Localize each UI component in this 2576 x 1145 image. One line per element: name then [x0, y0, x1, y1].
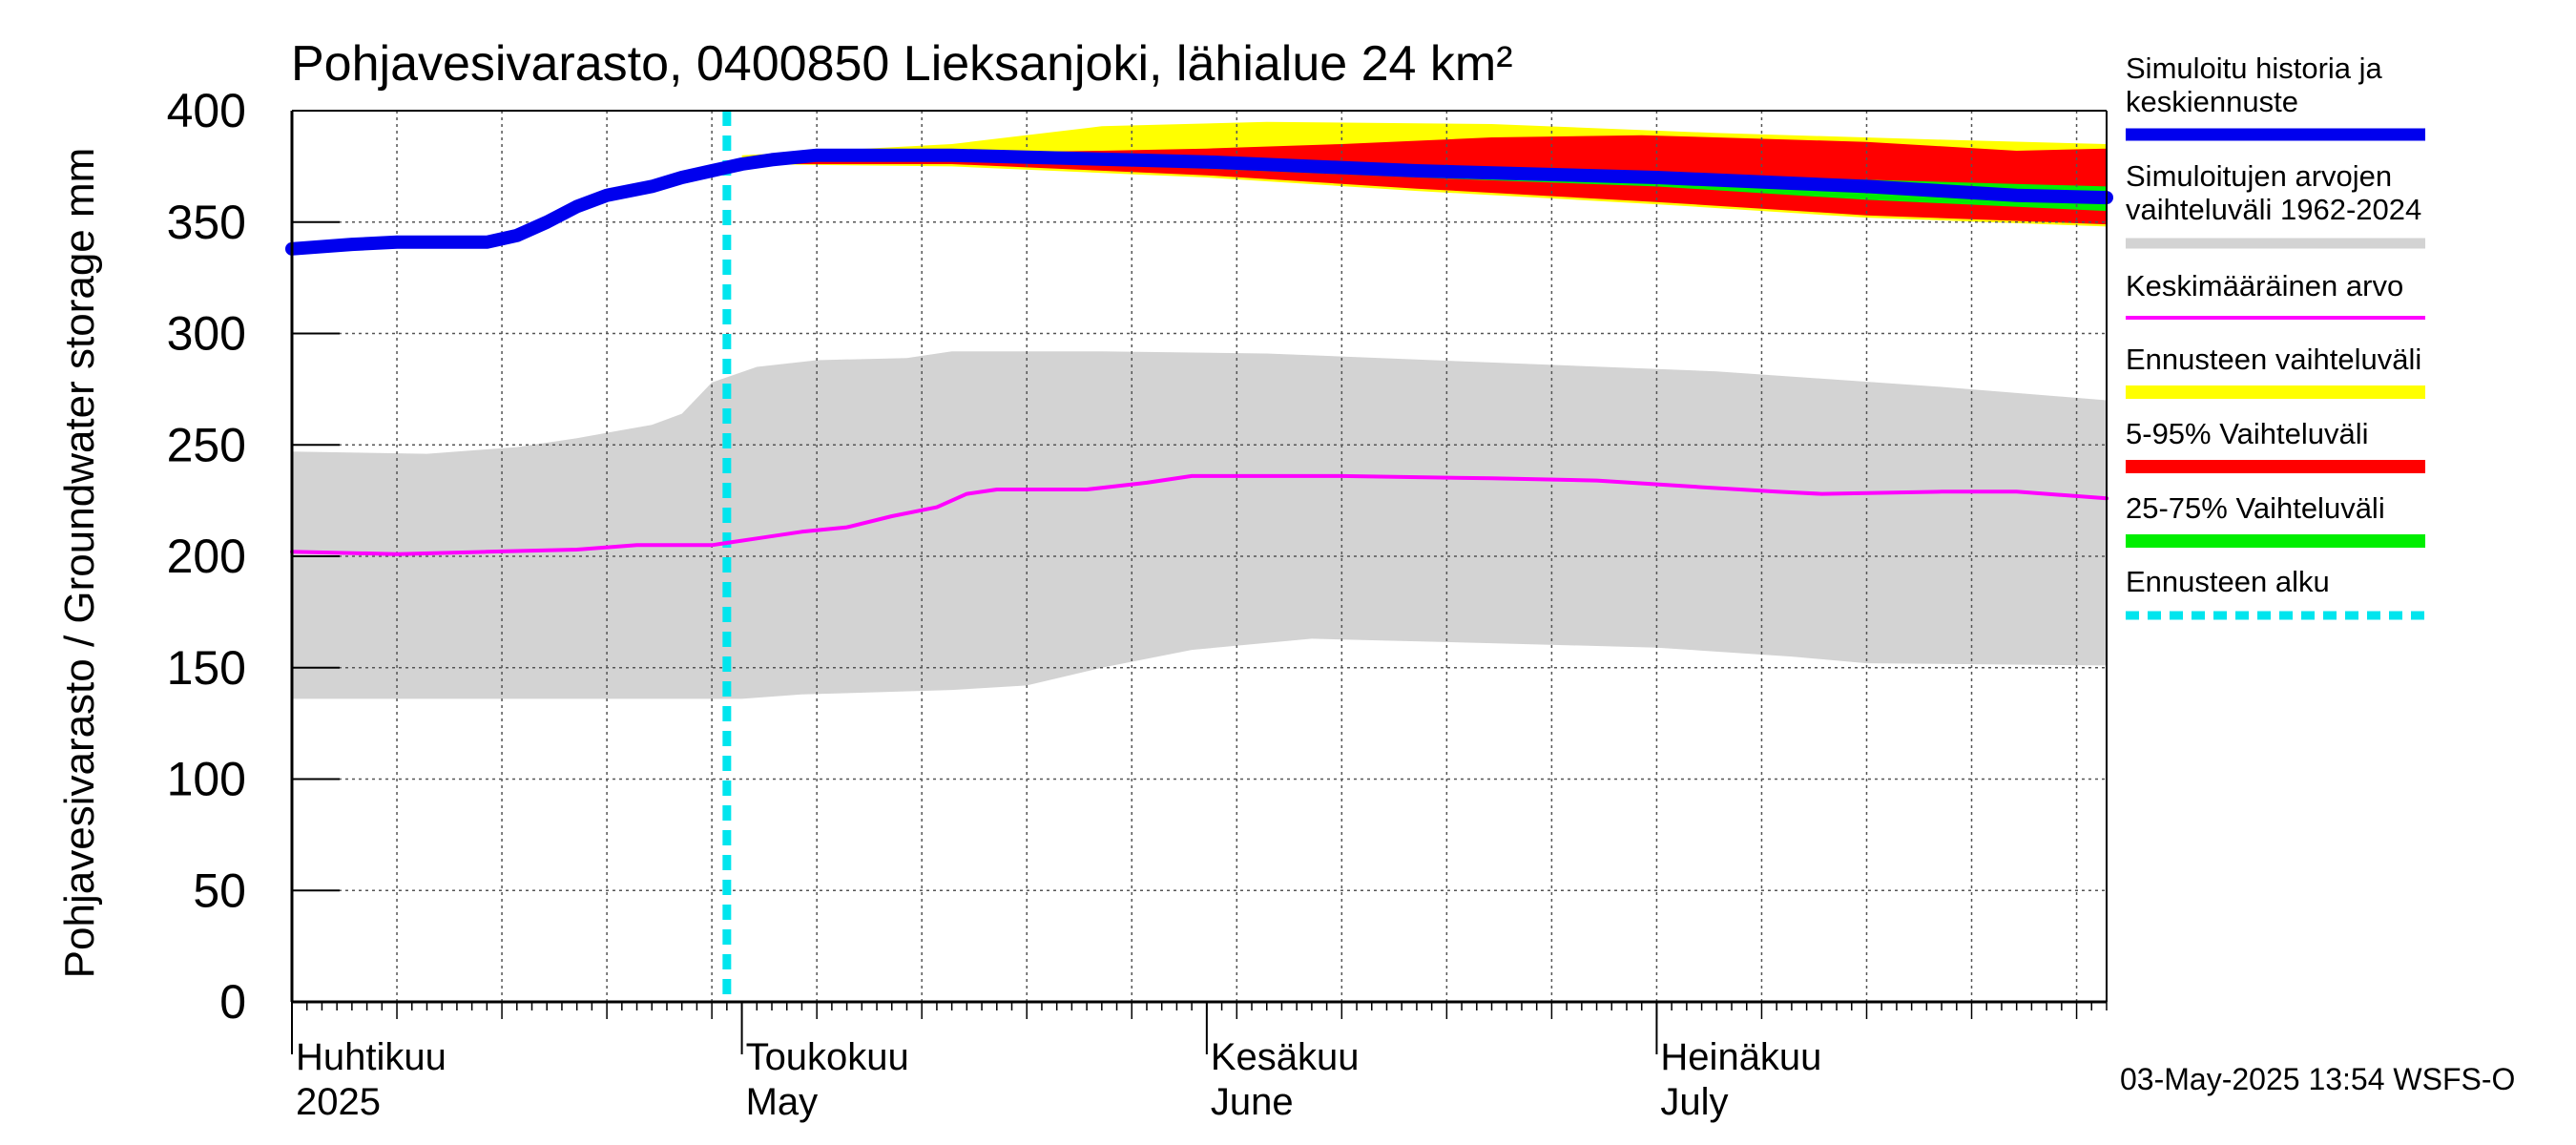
- y-tick-label: 100: [167, 753, 246, 806]
- y-tick-label: 400: [167, 84, 246, 137]
- chart-title: Pohjavesivarasto, 0400850 Lieksanjoki, l…: [291, 36, 1513, 92]
- series-line-1: [290, 473, 2109, 556]
- x-month-label: Huhtikuu: [296, 1036, 447, 1078]
- band-0: [292, 351, 2107, 699]
- bands-layer: [292, 121, 2107, 699]
- y-tick-label: 150: [167, 641, 246, 695]
- x-month-label: Toukokuu: [746, 1036, 909, 1078]
- legend-label-4: 5-95% Vaihteluväli: [2126, 417, 2368, 450]
- timestamp: 03-May-2025 13:54 WSFS-O: [2120, 1062, 2515, 1096]
- x-month-sublabel: 2025: [296, 1081, 381, 1123]
- y-axis-label: Pohjavesivarasto / Groundwater storage m…: [56, 148, 103, 979]
- y-tick-label: 350: [167, 196, 246, 249]
- x-month-sublabel: July: [1660, 1081, 1728, 1123]
- x-month-sublabel: May: [746, 1081, 819, 1123]
- x-month-label: Kesäkuu: [1211, 1036, 1360, 1078]
- series-line-0: [285, 148, 2113, 256]
- legend-label-2: Keskimääräinen arvo: [2126, 269, 2403, 302]
- x-month-sublabel: June: [1211, 1081, 1294, 1123]
- y-tick-label: 250: [167, 418, 246, 471]
- lines-layer: [285, 111, 2113, 1002]
- legend: Simuloitu historia ja keskiennuste Simuloi…: [2126, 52, 2425, 620]
- y-tick-label: 200: [167, 530, 246, 583]
- legend-label-0: Simuloitu historia ja keskiennuste: [2126, 52, 2383, 118]
- y-tick-label: 0: [219, 975, 246, 1029]
- y-tick-label: 50: [193, 864, 246, 917]
- grid-layer: [292, 111, 2107, 1002]
- x-month-label: Heinäkuu: [1660, 1036, 1821, 1078]
- legend-label-6: Ennusteen alku: [2126, 565, 2330, 598]
- legend-label-1: Simuloitujen arvojen vaihteluväli 1962-20…: [2126, 159, 2421, 226]
- legend-label-3: Ennusteen vaihteluväli: [2126, 343, 2421, 376]
- legend-label-5: 25-75% Vaihteluväli: [2126, 491, 2385, 525]
- y-tick-label: 300: [167, 307, 246, 361]
